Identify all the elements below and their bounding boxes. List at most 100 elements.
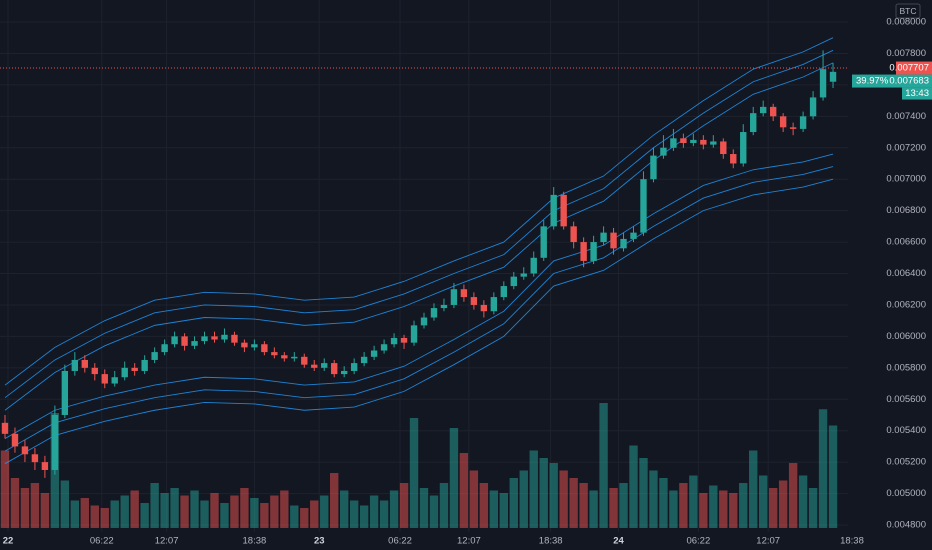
y-tick-label: 0.006600: [886, 237, 926, 248]
y-tick-label: 0.006400: [886, 268, 926, 279]
candle-body: [390, 337, 398, 345]
volume-bar: [828, 425, 838, 528]
volume-bar: [469, 470, 479, 528]
candle-body: [540, 226, 547, 258]
volume-bar: [80, 498, 89, 528]
candle-body: [410, 325, 418, 343]
candle-body: [490, 297, 498, 312]
volume-bar: [529, 450, 538, 528]
band-line: [4, 37, 834, 386]
volume-bar: [729, 493, 738, 528]
candle-body: [600, 232, 607, 243]
x-tick-label: 06:22: [388, 536, 412, 547]
volume-bar: [489, 490, 499, 528]
volume-bar: [389, 490, 399, 528]
y-tick-label: 0.007400: [886, 111, 926, 122]
volume-bar: [120, 495, 129, 528]
volume-bar: [150, 483, 159, 528]
volume-bar: [290, 505, 299, 528]
candle-body: [281, 355, 288, 359]
last-price-text: 0.007683: [889, 76, 929, 87]
candle-body: [311, 364, 318, 368]
candle-body: [460, 289, 468, 298]
candle-body: [620, 238, 627, 249]
candle-body: [710, 141, 717, 145]
candle-body: [700, 139, 707, 145]
volume-bar: [250, 498, 259, 528]
candle-body: [789, 127, 797, 129]
volume-bar: [230, 495, 239, 528]
candle-body: [610, 232, 617, 249]
volume-bar: [519, 470, 528, 528]
time-axis: 22 06:22 12:07 18:38 23 06:22 12:07 18:38 24 06:2…: [3, 536, 864, 547]
volume-bar: [639, 458, 648, 528]
candle-body: [829, 71, 837, 82]
volume-bar: [60, 480, 70, 528]
volume-bar: [180, 495, 189, 528]
candle-body: [530, 257, 537, 274]
volume-bar: [709, 485, 718, 528]
volume-bar: [629, 445, 638, 528]
volume-bar: [609, 488, 618, 528]
candle-body: [769, 106, 777, 117]
band-line: [4, 178, 834, 465]
candle-body: [650, 155, 657, 180]
symbol-box: [895, 3, 921, 19]
candle-body: [1, 422, 9, 434]
candle-body: [670, 138, 677, 148]
volume-pane: [0, 403, 838, 528]
volume-bar: [330, 473, 339, 528]
candle-body: [231, 334, 238, 343]
volume-bar: [379, 500, 389, 528]
candle-body: [720, 141, 727, 155]
volume-bar: [359, 505, 369, 528]
volume-bar: [280, 490, 289, 528]
candle-body: [400, 337, 408, 343]
y-tick-label: 0.007200: [886, 142, 926, 153]
x-tick-label: 18:38: [243, 536, 267, 547]
band-line: [4, 166, 834, 452]
volume-bar: [659, 478, 668, 528]
candle-body: [470, 297, 478, 305]
volume-bar: [808, 488, 818, 528]
volume-bar: [369, 495, 379, 528]
candle-body: [370, 350, 378, 357]
volume-bar: [569, 478, 578, 528]
volume-bar: [140, 503, 149, 528]
volume-bar: [749, 450, 758, 528]
candle-body: [779, 116, 787, 128]
candle-body: [799, 116, 807, 129]
volume-bar: [649, 470, 658, 528]
volume-bar: [339, 490, 349, 528]
candle-body: [61, 370, 69, 415]
candle-body: [141, 359, 148, 371]
volume-bar: [220, 503, 229, 528]
volume-bar: [10, 478, 20, 528]
price-tag: [896, 61, 932, 75]
volume-bar: [818, 409, 828, 528]
candle-body: [51, 414, 59, 470]
volume-bar: [210, 493, 219, 528]
candle-body: [271, 352, 278, 356]
candle-body: [340, 370, 348, 375]
candle-body: [171, 336, 178, 345]
candle-body: [640, 179, 647, 233]
y-tick-label: 0.008000: [886, 17, 926, 28]
x-tick-label: 12:07: [155, 536, 179, 547]
candle-body: [331, 363, 338, 375]
candle-body: [360, 356, 368, 364]
candle-body: [440, 304, 448, 309]
volume-bar: [190, 490, 199, 528]
candle-body: [430, 308, 438, 318]
volume-bar: [409, 418, 419, 528]
x-tick-label: 22: [3, 536, 14, 547]
volume-bar: [40, 493, 50, 528]
volume-bar: [599, 403, 608, 528]
candle-body: [730, 154, 737, 164]
candles: [0, 50, 848, 478]
band-line: [4, 153, 834, 439]
candle-body: [570, 226, 577, 243]
candle-body: [510, 276, 517, 287]
volume-bar: [260, 503, 269, 528]
